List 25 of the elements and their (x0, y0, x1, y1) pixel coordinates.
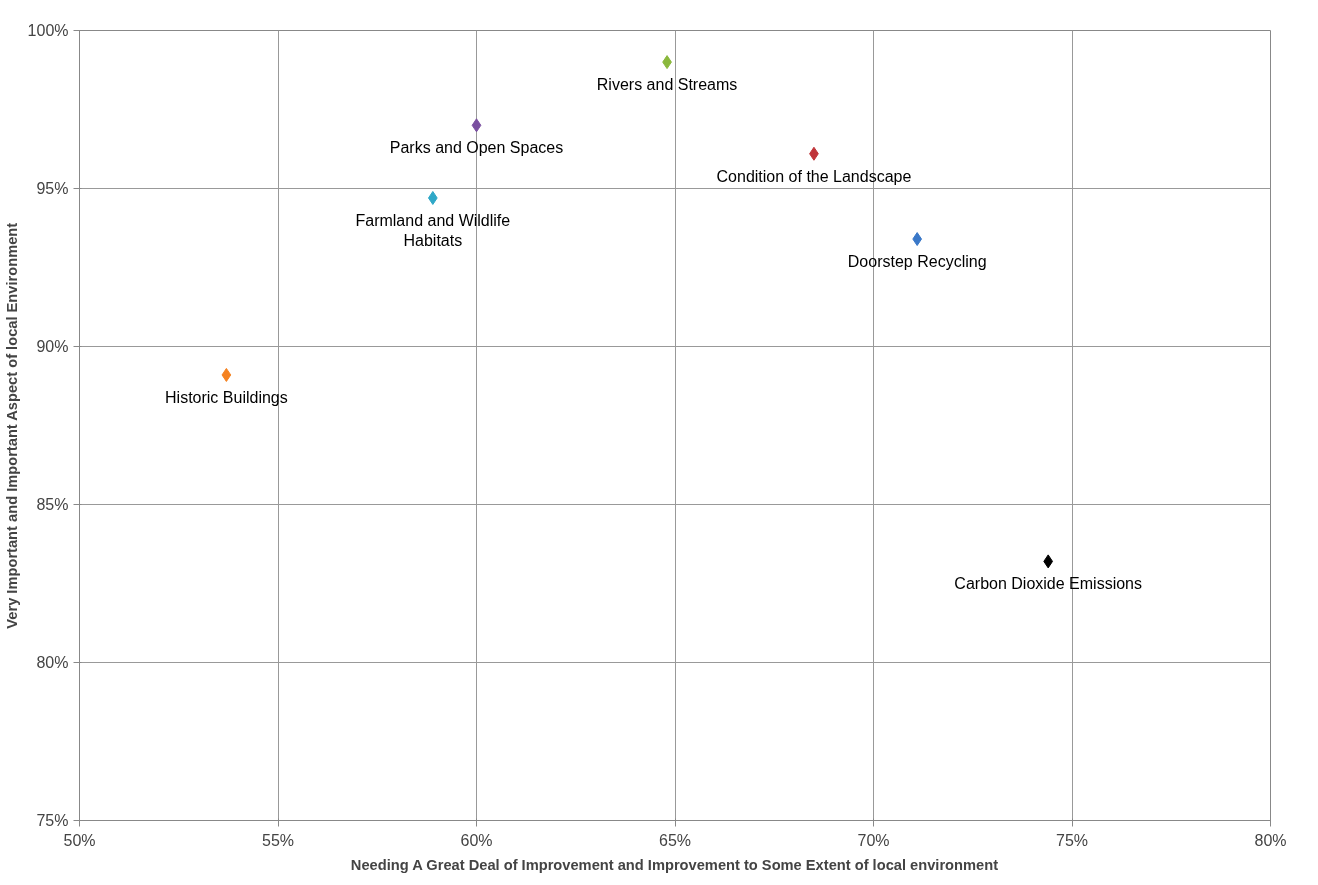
series-label: Carbon Dioxide Emissions (954, 575, 1142, 593)
x-tick-label: 75% (1055, 831, 1089, 849)
y-tick-label: 90% (36, 338, 69, 355)
point (471, 118, 482, 133)
x-tick-label: 55% (261, 831, 295, 849)
y-axis-title: Very Important and Important Aspect of local Environment (3, 222, 20, 629)
series-label: Historic Buildings (165, 388, 288, 406)
x-tick-label: 50% (63, 831, 96, 849)
point (221, 367, 232, 382)
y-tick-label: 95% (36, 180, 69, 197)
x-tick-label: 60% (460, 831, 493, 849)
series-label: Condition of the Landscape (716, 167, 912, 185)
series-label: Farmland and Wildlife Habitats (355, 211, 511, 250)
x-axis-title: Needing A Great Deal of Improvement and Improvement to Some Extent of local environment (350, 856, 999, 873)
series-label: Rivers and Streams (596, 76, 738, 94)
series-label: Doorstep Recycling (847, 253, 987, 271)
y-tick-label: 85% (36, 496, 69, 513)
y-tick-label: 100% (27, 22, 69, 39)
y-tick-label: 75% (36, 812, 69, 829)
x-tick-label: 80% (1254, 831, 1287, 849)
series-label: Parks and Open Spaces (389, 139, 564, 157)
x-tick-label: 70% (857, 831, 890, 849)
x-tick-label: 65% (658, 831, 692, 849)
point (1043, 554, 1054, 569)
y-tick-label: 80% (36, 654, 69, 671)
